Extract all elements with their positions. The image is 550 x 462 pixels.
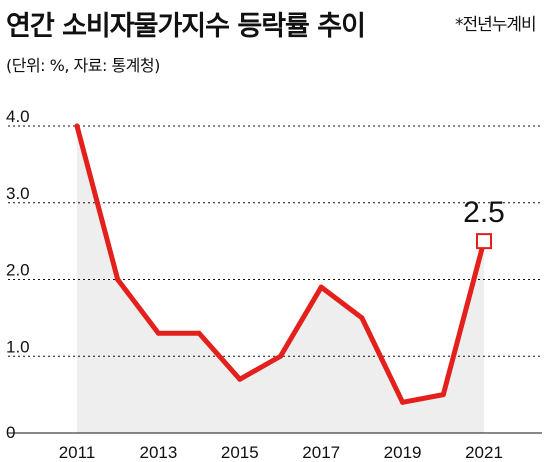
data-point — [74, 123, 80, 129]
y-tick-label: 4.0 — [6, 107, 30, 126]
y-tick-label: 1.0 — [6, 337, 30, 356]
data-point — [278, 353, 283, 359]
x-tick-label: 2021 — [465, 443, 503, 462]
y-tick-label: 3.0 — [6, 184, 30, 203]
data-point — [196, 330, 202, 336]
data-point — [400, 399, 406, 405]
data-point — [115, 277, 121, 282]
x-tick-label: 2013 — [139, 443, 177, 462]
x-tick-label: 2019 — [384, 443, 422, 462]
x-tick-label: 2011 — [59, 443, 96, 462]
highlight-marker — [476, 233, 492, 250]
x-tick-label: 2015 — [221, 443, 259, 462]
data-point — [318, 284, 324, 290]
x-tick-label: 2017 — [302, 443, 340, 462]
data-label: 2.5 — [463, 196, 505, 229]
data-point — [155, 330, 161, 336]
chart-note: *전년누계비 — [455, 15, 537, 35]
y-tick-label: 2.0 — [6, 261, 30, 280]
chart-title: 연간 소비자물가지수 등락률 추이 — [6, 11, 366, 42]
data-point — [440, 392, 446, 398]
data-point — [359, 315, 365, 321]
chart-subtitle: (단위: %, 자료: 통계청) — [6, 56, 160, 75]
data-point — [237, 376, 243, 382]
